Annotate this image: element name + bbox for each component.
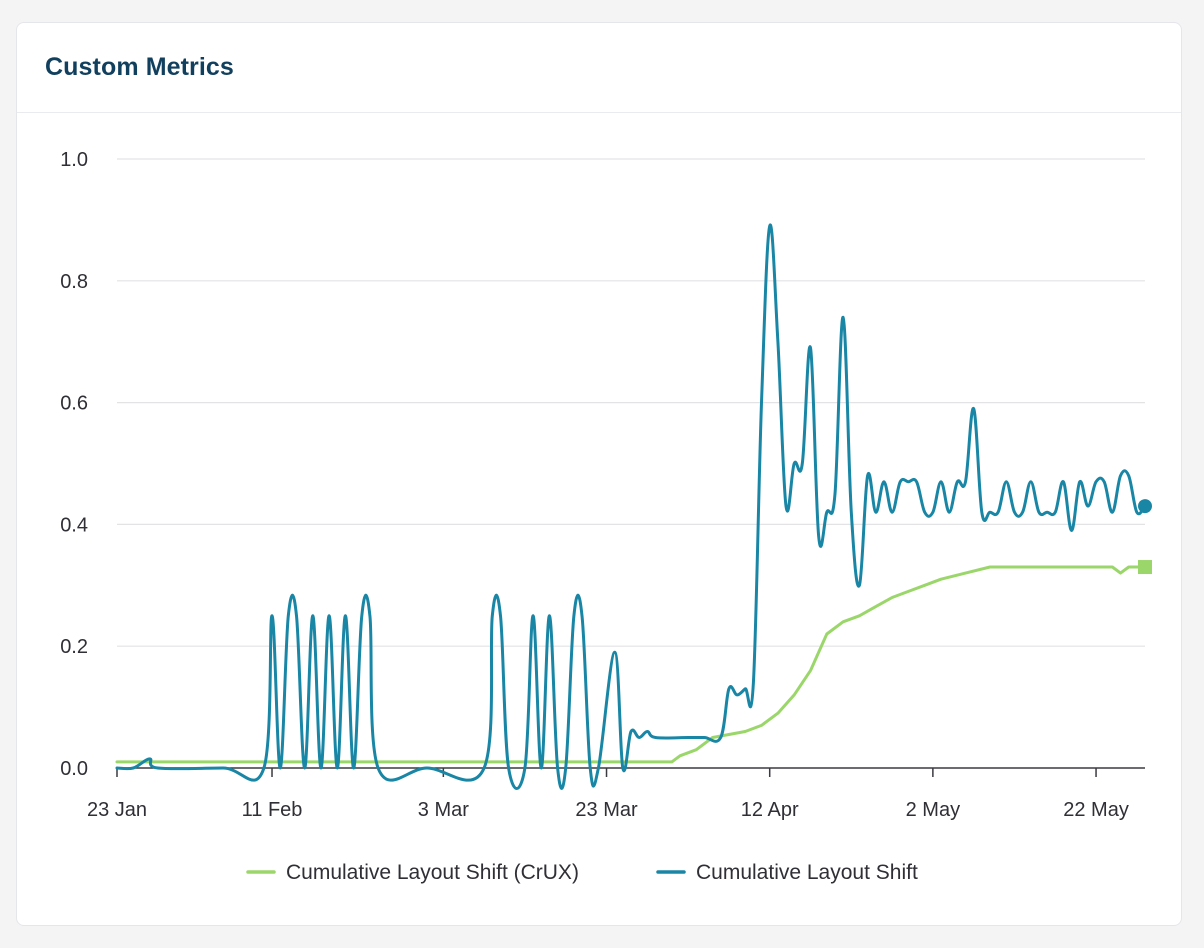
legend-item-crux[interactable]: Cumulative Layout Shift (CrUX) (246, 861, 579, 884)
y-axis-labels: 0.0 0.2 0.4 0.6 0.8 1.0 (60, 149, 88, 780)
y-tick-label: 0.4 (60, 514, 88, 536)
y-tick-label: 0.2 (60, 636, 88, 658)
y-tick-label: 0.6 (60, 393, 88, 415)
legend-label: Cumulative Layout Shift (CrUX) (286, 861, 579, 884)
card-title: Custom Metrics (45, 53, 234, 81)
series-line-cls[interactable] (115, 223, 1147, 791)
x-tick-label: 3 Mar (418, 799, 469, 821)
legend[interactable]: Cumulative Layout Shift (CrUX) Cumulative… (246, 861, 918, 884)
x-tick-label: 11 Feb (242, 799, 303, 821)
legend-item-cls[interactable]: Cumulative Layout Shift (656, 861, 918, 884)
series-end-marker-cls[interactable] (1138, 499, 1152, 514)
x-tick-label: 23 Jan (87, 799, 147, 821)
x-tick-label: 2 May (906, 799, 960, 821)
series-line-crux[interactable] (115, 565, 1147, 764)
y-tick-label: 1.0 (60, 149, 88, 171)
x-axis: 23 Jan 11 Feb 3 Mar 23 Mar 12 Apr 2 May 22 May (87, 767, 1145, 821)
custom-metrics-card: Custom Metrics (16, 22, 1182, 926)
y-tick-label: 0.0 (60, 758, 88, 780)
x-tick-label: 23 Mar (575, 799, 638, 821)
x-tick-label: 12 Apr (741, 799, 799, 821)
x-tick-label: 22 May (1063, 799, 1129, 821)
grid-lines (117, 158, 1145, 647)
series-end-marker-crux[interactable] (1138, 560, 1152, 575)
y-tick-label: 0.8 (60, 271, 88, 293)
legend-label: Cumulative Layout Shift (696, 861, 918, 884)
series-lines (115, 223, 1152, 791)
card-header: Custom Metrics (17, 23, 1181, 113)
